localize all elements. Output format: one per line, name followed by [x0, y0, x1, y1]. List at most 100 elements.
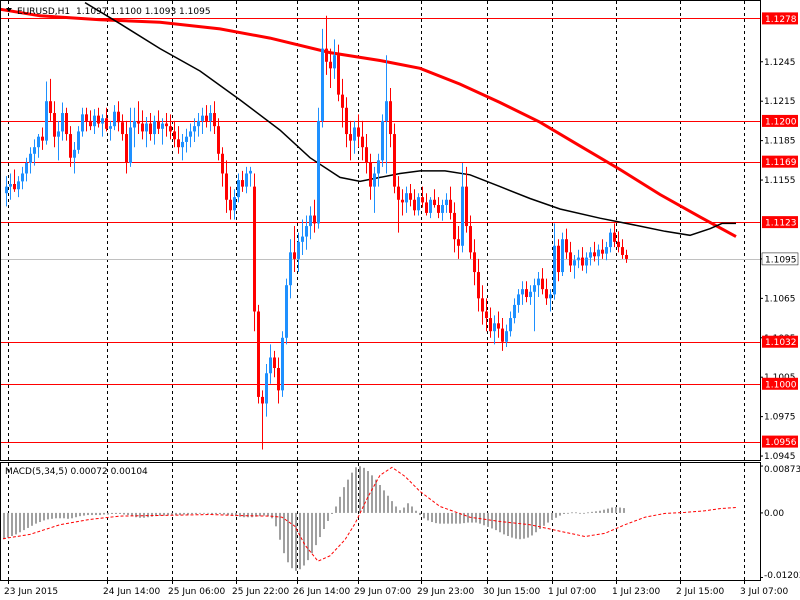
candle [229, 186, 232, 220]
candle-body [201, 115, 204, 121]
candle-body [465, 186, 468, 227]
candle [413, 189, 416, 216]
candle [385, 55, 388, 174]
candle-body [381, 120, 384, 161]
macd-histogram-bar [11, 512, 13, 536]
macd-histogram-bar [111, 512, 113, 514]
candle [465, 166, 468, 233]
macd-histogram-bar [203, 512, 205, 514]
candle [109, 120, 112, 141]
candle [277, 357, 280, 404]
candle [485, 298, 488, 332]
candle-body [197, 120, 200, 127]
candle [85, 107, 88, 132]
candle-body [137, 120, 140, 124]
menu-arrow-icon[interactable] [6, 8, 12, 12]
macd-histogram-bar [307, 512, 309, 561]
candle [137, 101, 140, 135]
candle-body [257, 311, 260, 397]
macd-histogram-bar [115, 512, 117, 514]
candle-body [77, 131, 80, 150]
macd-histogram-bar [155, 512, 157, 517]
candle-body [133, 120, 136, 128]
candle [37, 134, 40, 158]
candle [201, 107, 204, 135]
candle [561, 232, 564, 276]
macd-histogram-bar [507, 512, 509, 536]
macd-histogram-bar [575, 512, 577, 514]
candle [305, 215, 308, 250]
macd-histogram-bar [179, 512, 181, 516]
candle [497, 311, 500, 338]
candle-body [81, 114, 84, 132]
candle [253, 173, 256, 332]
candle-body [269, 357, 272, 374]
candle [345, 97, 348, 148]
symbol-label: EURUSD,H1 [17, 7, 70, 17]
candle-body [65, 113, 68, 135]
macd-histogram-bar [555, 512, 557, 518]
macd-histogram-bar [375, 479, 377, 513]
candle-body [373, 173, 376, 187]
candle [5, 176, 8, 207]
candle-body [493, 323, 496, 332]
macd-histogram-bar [387, 495, 389, 513]
candle [53, 101, 56, 148]
candle-body [513, 304, 516, 319]
macd-histogram-bar [335, 506, 337, 513]
candle-body [177, 139, 180, 148]
candle-body [353, 127, 356, 141]
candle [325, 15, 328, 75]
candle [581, 247, 584, 271]
candle-body [405, 193, 408, 203]
macd-histogram-bar [87, 512, 89, 516]
candle [513, 298, 516, 324]
candle [553, 223, 556, 300]
x-tick-label: 29 Jun 23:00 [417, 587, 474, 597]
candle-body [481, 298, 484, 312]
macd-histogram-bar [63, 512, 65, 519]
candle-body [297, 241, 300, 259]
macd-histogram-bar [271, 512, 273, 519]
candle [97, 107, 100, 128]
candle-body [233, 197, 236, 211]
macd-histogram-bar [131, 512, 133, 517]
candle-body [225, 173, 228, 200]
macd-histogram-bar [471, 512, 473, 523]
candle-body [169, 126, 172, 132]
candle [537, 272, 540, 298]
candle-body [109, 126, 112, 129]
candle [533, 278, 536, 332]
candle [45, 81, 48, 145]
macd-histogram-bar [499, 512, 501, 533]
level-price-label: 1.1278 [765, 15, 797, 25]
macd-histogram-bar [407, 503, 409, 513]
candle [149, 113, 152, 141]
macd-histogram-bar [567, 512, 569, 514]
y-tick-label: 1.0945 [764, 452, 796, 462]
candle-body [593, 252, 596, 257]
candle [205, 105, 208, 128]
candle-body [37, 136, 40, 148]
macd-histogram-bar [31, 512, 33, 526]
candle [285, 278, 288, 345]
candle [21, 166, 24, 190]
macd-histogram-bar [607, 508, 609, 513]
candle-body [597, 249, 600, 257]
macd-histogram-bar [611, 507, 613, 513]
macd-histogram-bar [467, 512, 469, 523]
macd-y-tick-label: 0.00873 [764, 465, 800, 475]
macd-histogram-bar [171, 512, 173, 516]
candle-body [265, 373, 268, 404]
candle-body [273, 357, 276, 368]
candle-body [433, 199, 436, 206]
candle [445, 193, 448, 213]
macd-histogram-bar [223, 512, 225, 515]
candle [401, 189, 404, 216]
candle [361, 120, 364, 161]
macd-histogram-bar [523, 512, 525, 539]
candle-body [157, 120, 160, 129]
candle-body [625, 254, 628, 259]
candle [41, 127, 44, 150]
